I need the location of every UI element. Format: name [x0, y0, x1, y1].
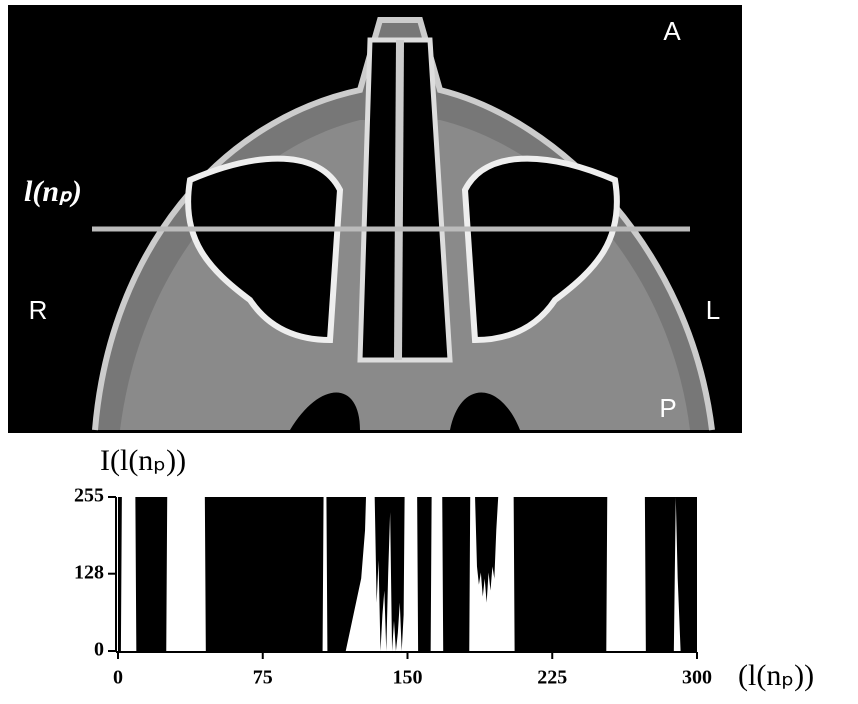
- line-label: l(nₚ): [24, 175, 82, 208]
- intensity-area: [118, 497, 697, 651]
- label-anterior: A: [663, 16, 681, 46]
- nasal-cavity: [357, 37, 453, 363]
- y-tick-label: 255: [74, 485, 104, 507]
- septum: [394, 39, 404, 361]
- left-sinus: [461, 155, 620, 344]
- label-left: L: [706, 295, 720, 325]
- x-tick-label: 75: [253, 667, 273, 689]
- x-tick-label: 225: [537, 667, 567, 689]
- y-axis-label: I(l(nₚ)): [100, 444, 186, 477]
- x-axis-label: (l(nₚ)): [738, 659, 814, 692]
- y-tick-label: 0: [94, 639, 104, 661]
- ct-image: A R L P l(nₚ): [8, 5, 742, 433]
- y-tick-label: 128: [74, 561, 104, 583]
- x-tick-label: 300: [682, 667, 712, 689]
- x-tick-label: 0: [113, 667, 123, 689]
- x-tick-label: 150: [393, 667, 423, 689]
- label-right: R: [29, 295, 48, 325]
- airway: [290, 392, 520, 430]
- right-sinus: [185, 155, 344, 344]
- label-posterior: P: [659, 393, 676, 423]
